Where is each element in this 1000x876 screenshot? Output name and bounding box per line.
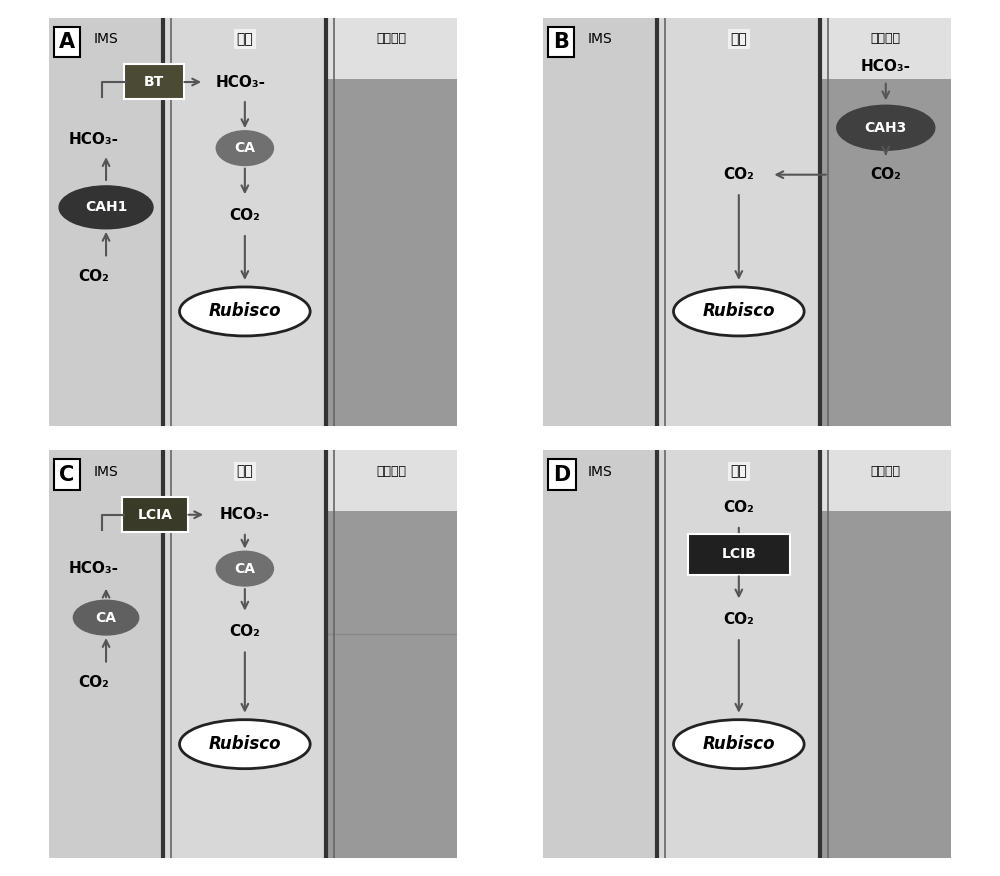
Ellipse shape (216, 131, 273, 166)
Bar (820, 512, 951, 858)
Bar (326, 18, 457, 79)
Text: A: A (59, 32, 75, 52)
Text: IMS: IMS (588, 464, 612, 478)
Text: CO₂: CO₂ (723, 500, 754, 515)
Text: HCO₃-: HCO₃- (216, 74, 266, 89)
Text: D: D (553, 464, 570, 484)
Bar (49, 450, 163, 858)
Ellipse shape (59, 186, 153, 229)
Text: CO₂: CO₂ (78, 269, 109, 284)
Bar (657, 18, 820, 426)
Text: CA: CA (234, 141, 255, 155)
Text: BT: BT (144, 75, 164, 89)
Text: Rubisco: Rubisco (209, 302, 281, 321)
Ellipse shape (837, 105, 935, 150)
FancyBboxPatch shape (688, 534, 790, 575)
Text: 基质: 基质 (730, 32, 747, 46)
Bar (326, 450, 457, 512)
Bar (657, 450, 820, 858)
Text: C: C (59, 464, 74, 484)
Bar (820, 79, 951, 426)
Bar (543, 450, 657, 858)
Text: Rubisco: Rubisco (209, 735, 281, 753)
FancyBboxPatch shape (124, 65, 184, 99)
Text: Rubisco: Rubisco (703, 302, 775, 321)
Text: IMS: IMS (94, 464, 118, 478)
Text: CA: CA (234, 562, 255, 576)
Ellipse shape (180, 287, 310, 336)
Text: HCO₃-: HCO₃- (861, 59, 911, 74)
Text: LCIB: LCIB (721, 548, 756, 562)
Text: HCO₃-: HCO₃- (69, 132, 119, 147)
Bar (326, 79, 457, 426)
Text: IMS: IMS (94, 32, 118, 46)
FancyBboxPatch shape (122, 498, 188, 532)
Text: CO₂: CO₂ (870, 167, 901, 182)
Bar (820, 450, 951, 512)
Bar (326, 512, 457, 858)
Text: CAH3: CAH3 (865, 121, 907, 135)
Ellipse shape (216, 551, 273, 586)
Text: CO₂: CO₂ (723, 167, 754, 182)
Text: LCIA: LCIA (138, 508, 173, 522)
Text: CO₂: CO₂ (723, 612, 754, 627)
Text: IMS: IMS (588, 32, 612, 46)
Ellipse shape (674, 287, 804, 336)
Text: Rubisco: Rubisco (703, 735, 775, 753)
Text: 类囊体腔: 类囊体腔 (377, 464, 407, 477)
Bar (49, 18, 163, 426)
Bar (820, 18, 951, 79)
Ellipse shape (674, 720, 804, 768)
Ellipse shape (180, 720, 310, 768)
Text: CAH1: CAH1 (85, 201, 127, 215)
Text: 类囊体腔: 类囊体腔 (377, 32, 407, 45)
Bar (163, 18, 326, 426)
Text: 基质: 基质 (236, 464, 253, 478)
Text: CA: CA (96, 611, 117, 625)
Text: 基质: 基质 (730, 464, 747, 478)
Text: HCO₃-: HCO₃- (220, 507, 270, 522)
Text: 基质: 基质 (236, 32, 253, 46)
Text: CO₂: CO₂ (78, 675, 109, 690)
Bar (543, 18, 657, 426)
Text: CO₂: CO₂ (229, 625, 260, 639)
Text: 类囊体腔: 类囊体腔 (871, 464, 901, 477)
Bar (163, 450, 326, 858)
Text: 类囊体腔: 类囊体腔 (871, 32, 901, 45)
Text: CO₂: CO₂ (229, 208, 260, 223)
Ellipse shape (73, 600, 139, 635)
Text: B: B (553, 32, 569, 52)
Text: HCO₃-: HCO₃- (69, 562, 119, 576)
